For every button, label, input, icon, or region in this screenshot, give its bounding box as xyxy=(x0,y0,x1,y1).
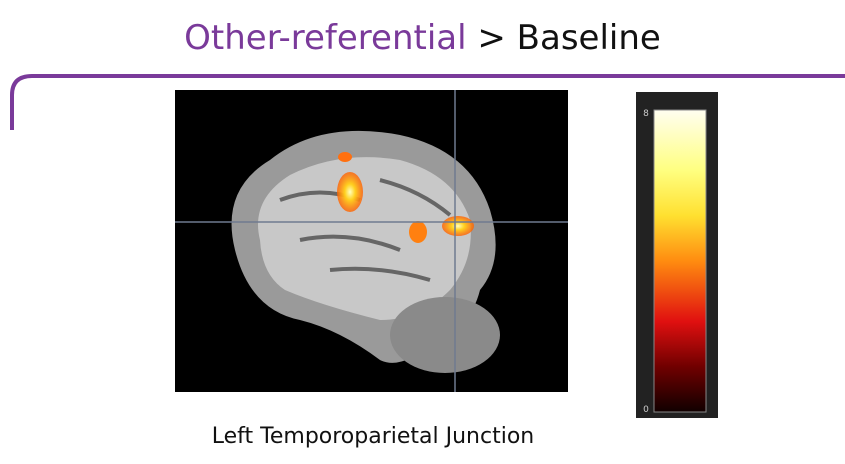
caption: Left Temporoparietal Junction xyxy=(173,424,573,449)
title-highlight: Other-referential xyxy=(184,18,466,58)
slide: 8 0 Other-referential > Baseline Left Te… xyxy=(0,0,845,464)
colorbar-min: 0 xyxy=(643,405,649,415)
colorbar xyxy=(654,110,706,412)
slide-graphics: 8 0 xyxy=(0,0,845,464)
colorbar-max: 8 xyxy=(643,109,649,119)
title-rest: > Baseline xyxy=(477,18,660,58)
slide-title: Other-referential > Baseline xyxy=(0,18,845,58)
